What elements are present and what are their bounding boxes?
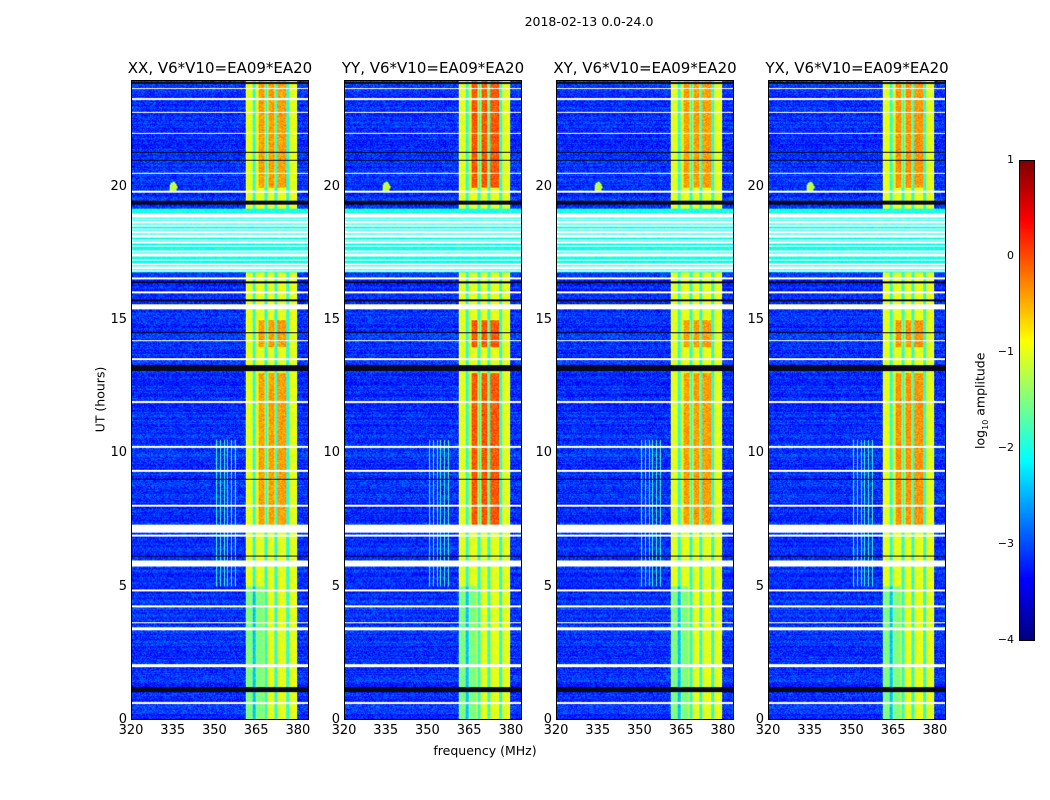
spectrogram-panel-2	[344, 80, 522, 720]
x-tick-label: 350	[627, 723, 652, 738]
colorbar-label-rest: amplitude	[972, 352, 988, 420]
x-tick-label: 320	[118, 723, 144, 738]
x-tick-label: 335	[585, 723, 611, 738]
y-tick-label: 20	[747, 178, 764, 194]
x-tick-label: 350	[202, 723, 227, 738]
y-tick-label: 5	[543, 578, 552, 594]
x-tick-label: 380	[498, 723, 524, 738]
x-tick-label: 335	[160, 723, 186, 738]
x-tick-label: 380	[922, 723, 948, 738]
x-tick-label: 350	[839, 723, 864, 738]
y-tick-label: 20	[323, 178, 340, 194]
y-tick-label: 10	[747, 445, 764, 461]
x-tick-label: 365	[243, 723, 269, 738]
x-tick-label: 335	[797, 723, 823, 738]
colorbar	[1019, 160, 1035, 641]
panel-title: YX, V6*V10=EA09*EA20	[765, 59, 949, 77]
y-tick-label: 15	[747, 312, 764, 327]
x-tick-label: 335	[373, 723, 399, 738]
spectrogram-panel-4	[768, 80, 946, 720]
colorbar-tick-label: −3	[997, 537, 1014, 550]
x-tick-label: 350	[415, 723, 440, 738]
x-tick-label: 380	[710, 723, 736, 738]
x-tick-label: 320	[755, 723, 781, 738]
colorbar-tick-label: 1	[1007, 153, 1014, 166]
panel-title: XY, V6*V10=EA09*EA20	[553, 59, 737, 77]
y-tick-label: 0	[755, 712, 764, 727]
y-tick-label: 10	[323, 445, 340, 461]
y-tick-label: 10	[535, 445, 552, 461]
y-tick-label: 15	[535, 312, 552, 327]
figure-title: 2018-02-13 0.0-24.0	[524, 14, 654, 29]
y-tick-label: 5	[755, 578, 764, 594]
y-tick-label: 5	[331, 578, 340, 594]
y-tick-label: 20	[110, 178, 127, 194]
y-tick-label: 5	[118, 578, 127, 594]
y-tick-label: 15	[323, 312, 340, 327]
x-tick-label: 320	[543, 723, 569, 738]
colorbar-label-sub: 10	[980, 419, 990, 430]
colorbar-tick-label: 0	[1007, 249, 1014, 262]
x-tick-label: 365	[668, 723, 694, 738]
colorbar-tick-label: −4	[997, 633, 1014, 646]
y-tick-label: 0	[543, 712, 552, 727]
spectrogram-panel-1	[131, 80, 309, 720]
panel-title: XX, V6*V10=EA09*EA20	[127, 59, 313, 77]
x-tick-label: 320	[331, 723, 357, 738]
y-tick-label: 0	[331, 712, 340, 727]
x-tick-label: 380	[285, 723, 311, 738]
y-tick-label: 10	[110, 445, 127, 461]
panel-title: YY, V6*V10=EA09*EA20	[341, 59, 525, 77]
y-tick-label: 20	[535, 178, 552, 194]
x-tick-label: 365	[456, 723, 482, 738]
x-tick-label: 365	[880, 723, 906, 738]
colorbar-tick-label: −2	[997, 441, 1014, 454]
y-tick-label: 0	[118, 712, 127, 727]
x-axis-label: frequency (MHz)	[433, 743, 537, 758]
y-tick-label: 15	[110, 312, 127, 327]
spectrogram-panel-3	[556, 80, 734, 720]
colorbar-tick-label: −1	[997, 345, 1014, 358]
y-axis-label: UT (hours)	[92, 366, 108, 433]
